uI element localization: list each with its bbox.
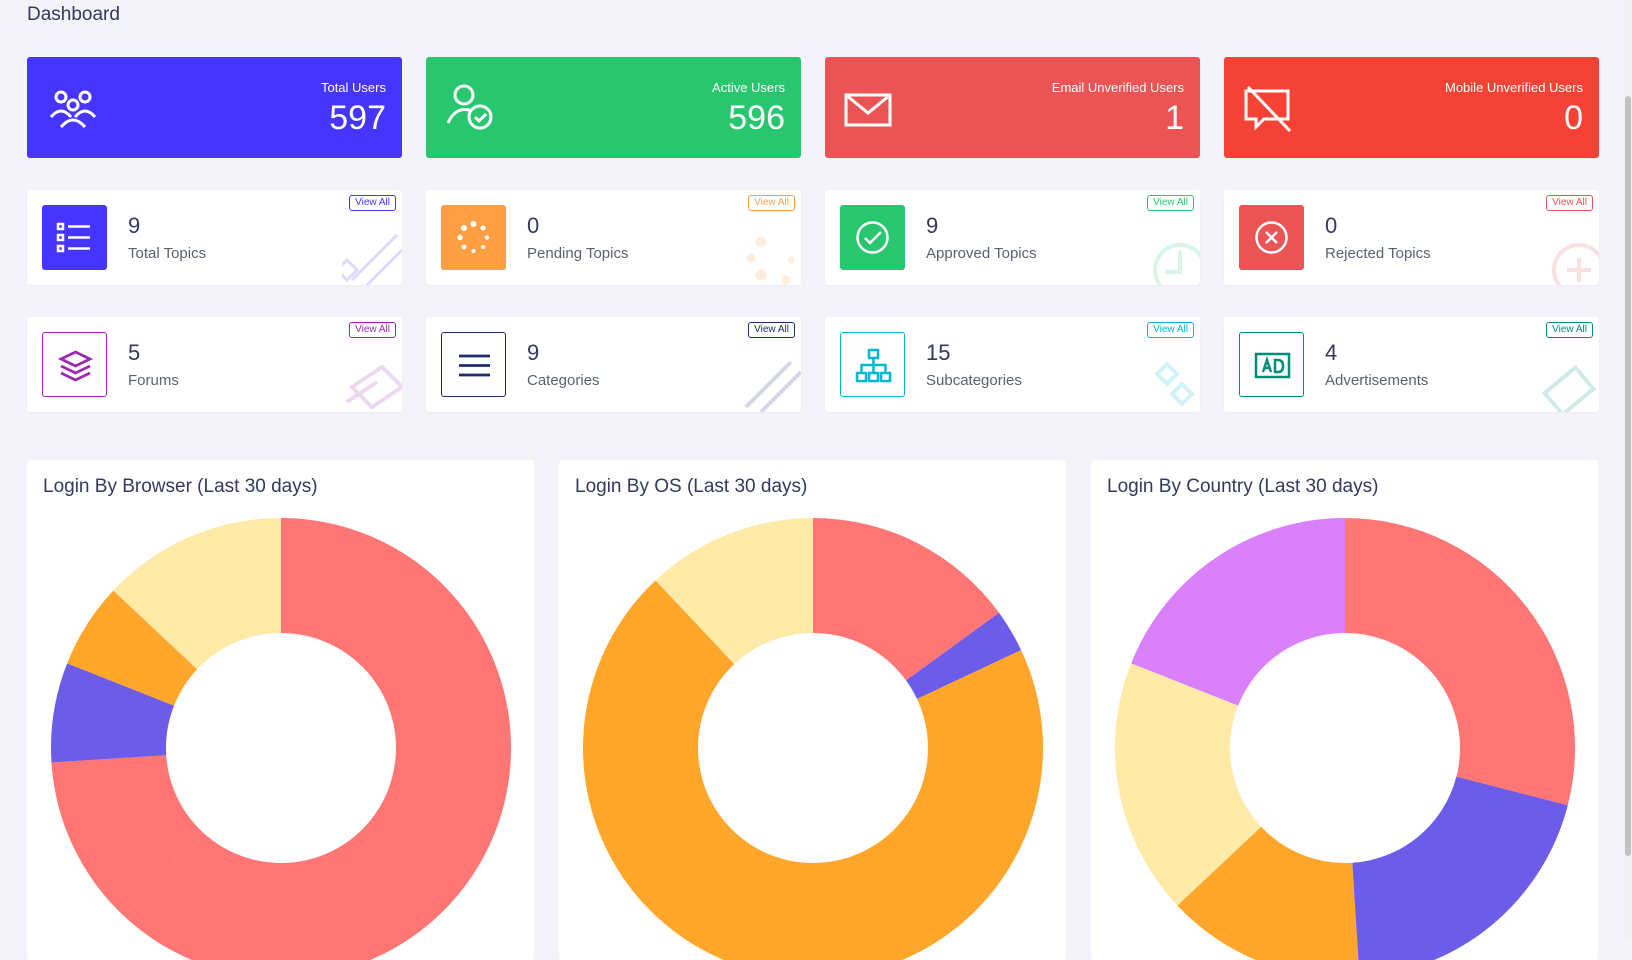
x-circle-icon: [1552, 243, 1599, 285]
spinner-icon: [457, 221, 490, 253]
widget-categories[interactable]: 9 Categories View All: [426, 317, 801, 412]
stat-value: 597: [329, 99, 386, 137]
mobile-off-icon: [1244, 85, 1292, 133]
donut-slice[interactable]: [655, 518, 813, 665]
donut-slice[interactable]: [113, 518, 281, 670]
widget-value: 9: [527, 340, 540, 365]
menu-lines-icon: [744, 360, 801, 412]
ad-icon: [1541, 364, 1597, 412]
stat-value: 596: [728, 99, 785, 137]
widget-subcategories[interactable]: 15 Subcategories View All: [825, 317, 1200, 412]
widget-pending-topics[interactable]: 0 Pending Topics View All: [426, 190, 801, 285]
donut-slice[interactable]: [67, 590, 198, 706]
widget-label: Forums: [128, 372, 179, 389]
donut-chart-country: [1115, 518, 1575, 960]
view-all-button[interactable]: View All: [1546, 195, 1593, 211]
widget-icon-box: [42, 332, 107, 397]
donut-slice[interactable]: [51, 755, 203, 916]
donut-chart-browser: [51, 518, 511, 960]
widget-label: Pending Topics: [527, 245, 629, 262]
widget-label: Categories: [527, 372, 600, 389]
chart-title: Login By OS (Last 30 days): [575, 476, 808, 497]
check-circle-icon: [856, 221, 889, 254]
chart-card-browser: Login By Browser (Last 30 days): [27, 460, 534, 960]
menu-lines-icon: [459, 354, 490, 377]
donut-slice[interactable]: [1352, 776, 1568, 960]
list-icon: [342, 233, 402, 285]
donut-slice[interactable]: [1345, 518, 1575, 806]
envelope-icon: [844, 93, 892, 127]
ad-icon: [1254, 352, 1291, 379]
stat-label: Mobile Unverified Users: [1445, 80, 1583, 95]
chart-title: Login By Country (Last 30 days): [1107, 476, 1379, 497]
chart-title: Login By Browser (Last 30 days): [43, 476, 318, 497]
donut-slice[interactable]: [51, 663, 175, 763]
view-all-button[interactable]: View All: [349, 322, 396, 338]
widget-total-topics[interactable]: 9 Total Topics View All: [27, 190, 402, 285]
user-check-icon: [446, 84, 493, 130]
view-all-button[interactable]: View All: [1546, 322, 1593, 338]
widget-value: 0: [527, 213, 540, 238]
donut-slice[interactable]: [123, 518, 511, 960]
widget-label: Total Topics: [128, 245, 207, 262]
widget-icon-box: [840, 205, 905, 270]
view-all-button[interactable]: View All: [349, 195, 396, 211]
widget-approved-topics[interactable]: 9 Approved Topics View All: [825, 190, 1200, 285]
widget-label: Subcategories: [926, 372, 1022, 389]
stat-card-total-users[interactable]: Total Users 597: [27, 57, 402, 158]
widget-icon-box: [1239, 332, 1304, 397]
widget-icon-box: [1239, 205, 1304, 270]
widget-label: Approved Topics: [926, 245, 1037, 262]
x-circle-icon: [1255, 221, 1288, 254]
widget-value: 15: [926, 340, 951, 365]
widget-value: 0: [1325, 213, 1338, 238]
stat-value: 1: [1165, 99, 1184, 137]
list-icon: [56, 222, 90, 253]
sitemap-icon: [855, 348, 892, 383]
widget-forums[interactable]: 5 Forums View All: [27, 317, 402, 412]
widget-rejected-topics[interactable]: 0 Rejected Topics View All: [1224, 190, 1599, 285]
widget-icon-box: [42, 205, 107, 270]
view-all-button[interactable]: View All: [1147, 322, 1194, 338]
stat-value: 0: [1564, 99, 1583, 137]
stat-label: Active Users: [712, 80, 785, 95]
widget-value: 9: [926, 213, 939, 238]
stat-card-email-unverified[interactable]: Email Unverified Users 1: [825, 57, 1200, 158]
donut-chart-os: [583, 518, 1043, 960]
chart-card-os: Login By OS (Last 30 days): [559, 460, 1066, 960]
check-circle-icon: [1153, 243, 1200, 285]
stat-label: Email Unverified Users: [1051, 80, 1184, 95]
widget-advertisements[interactable]: 4 Advertisements View All: [1224, 317, 1599, 412]
page-scrollbar[interactable]: [1624, 0, 1632, 937]
widget-label: Rejected Topics: [1325, 245, 1431, 262]
users-group-icon: [49, 90, 97, 129]
view-all-button[interactable]: View All: [748, 195, 795, 211]
sitemap-icon: [1154, 361, 1195, 407]
donut-slice[interactable]: [583, 580, 1043, 960]
spinner-icon: [746, 236, 795, 285]
view-all-button[interactable]: View All: [1147, 195, 1194, 211]
page-title: Dashboard: [27, 4, 120, 25]
donut-slice[interactable]: [1177, 826, 1359, 960]
donut-slice[interactable]: [813, 518, 1000, 681]
view-all-button[interactable]: View All: [748, 322, 795, 338]
scrollbar-thumb[interactable]: [1625, 96, 1631, 856]
widget-label: Advertisements: [1325, 372, 1429, 389]
donut-slice[interactable]: [1115, 663, 1262, 906]
stat-card-active-users[interactable]: Active Users 596: [426, 57, 801, 158]
chart-card-country: Login By Country (Last 30 days): [1091, 460, 1598, 960]
stat-card-mobile-unverified[interactable]: Mobile Unverified Users 0: [1224, 57, 1599, 158]
stat-label: Total Users: [320, 80, 386, 95]
donut-slice[interactable]: [906, 612, 1022, 700]
widget-icon-box: [441, 332, 506, 397]
layers-icon: [57, 350, 94, 382]
widget-value: 9: [128, 213, 141, 238]
donut-slice[interactable]: [1131, 518, 1345, 706]
widget-value: 4: [1325, 340, 1338, 365]
widget-value: 5: [128, 340, 141, 365]
layers-icon: [345, 364, 402, 410]
widget-icon-box: [840, 332, 905, 397]
widget-icon-box: [441, 205, 506, 270]
